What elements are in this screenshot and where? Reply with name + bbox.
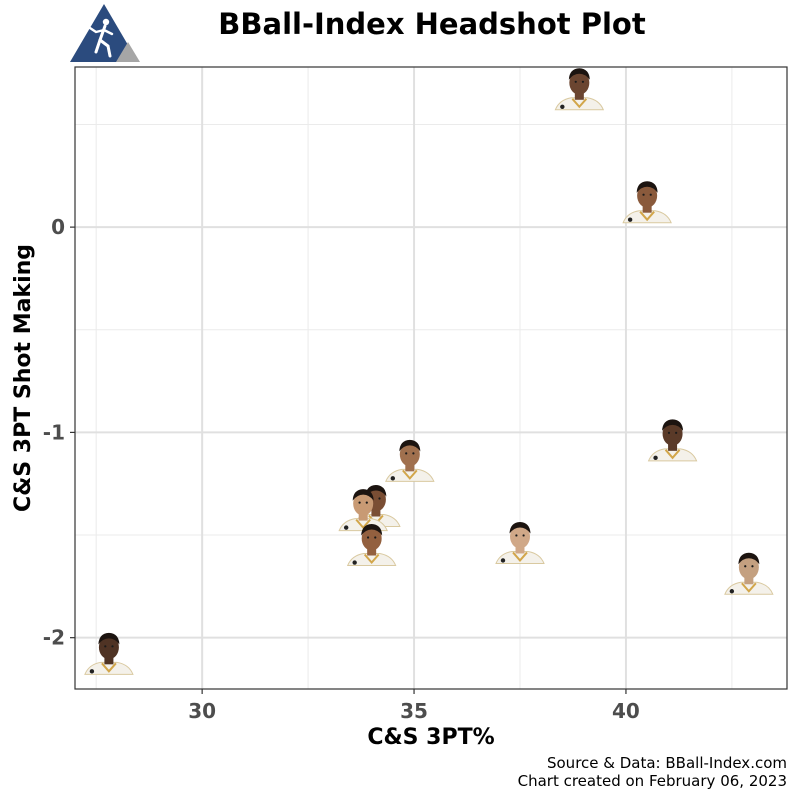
player-headshot-point xyxy=(495,521,545,564)
player-headshot-point xyxy=(554,68,605,111)
x-tick-label: 30 xyxy=(188,699,216,723)
player-headshot-point xyxy=(647,419,698,462)
player-headshot-point xyxy=(622,181,672,224)
y-tick-label: 0 xyxy=(51,215,65,239)
data-points xyxy=(84,68,774,675)
basketball-player-icon xyxy=(83,18,114,58)
x-axis-title: C&S 3PT% xyxy=(367,725,494,750)
chart-title: BBall-Index Headshot Plot xyxy=(218,7,646,41)
bball-index-logo xyxy=(70,4,140,62)
player-headshot-point xyxy=(385,439,435,482)
x-tick-label: 40 xyxy=(612,699,640,723)
plot-area xyxy=(74,66,788,690)
player-headshot-point xyxy=(724,552,774,595)
x-tick-label: 35 xyxy=(400,699,428,723)
caption-date: Chart created on February 06, 2023 xyxy=(518,772,787,790)
x-axis-ticks: 30 35 40 xyxy=(188,689,640,723)
gridlines xyxy=(75,67,787,689)
y-tick-label: -2 xyxy=(43,626,65,650)
player-headshot-point xyxy=(346,524,397,567)
y-tick-label: -1 xyxy=(43,420,65,444)
caption-source: Source & Data: BBall-Index.com xyxy=(547,754,787,772)
plot-border xyxy=(74,66,788,690)
plot-background xyxy=(75,67,787,689)
y-axis-ticks: -2 -1 0 xyxy=(43,215,75,650)
y-axis-title: C&S 3PT Shot Making xyxy=(11,244,36,512)
logo-triangle-gray xyxy=(116,42,140,62)
player-headshot-point xyxy=(84,632,134,675)
